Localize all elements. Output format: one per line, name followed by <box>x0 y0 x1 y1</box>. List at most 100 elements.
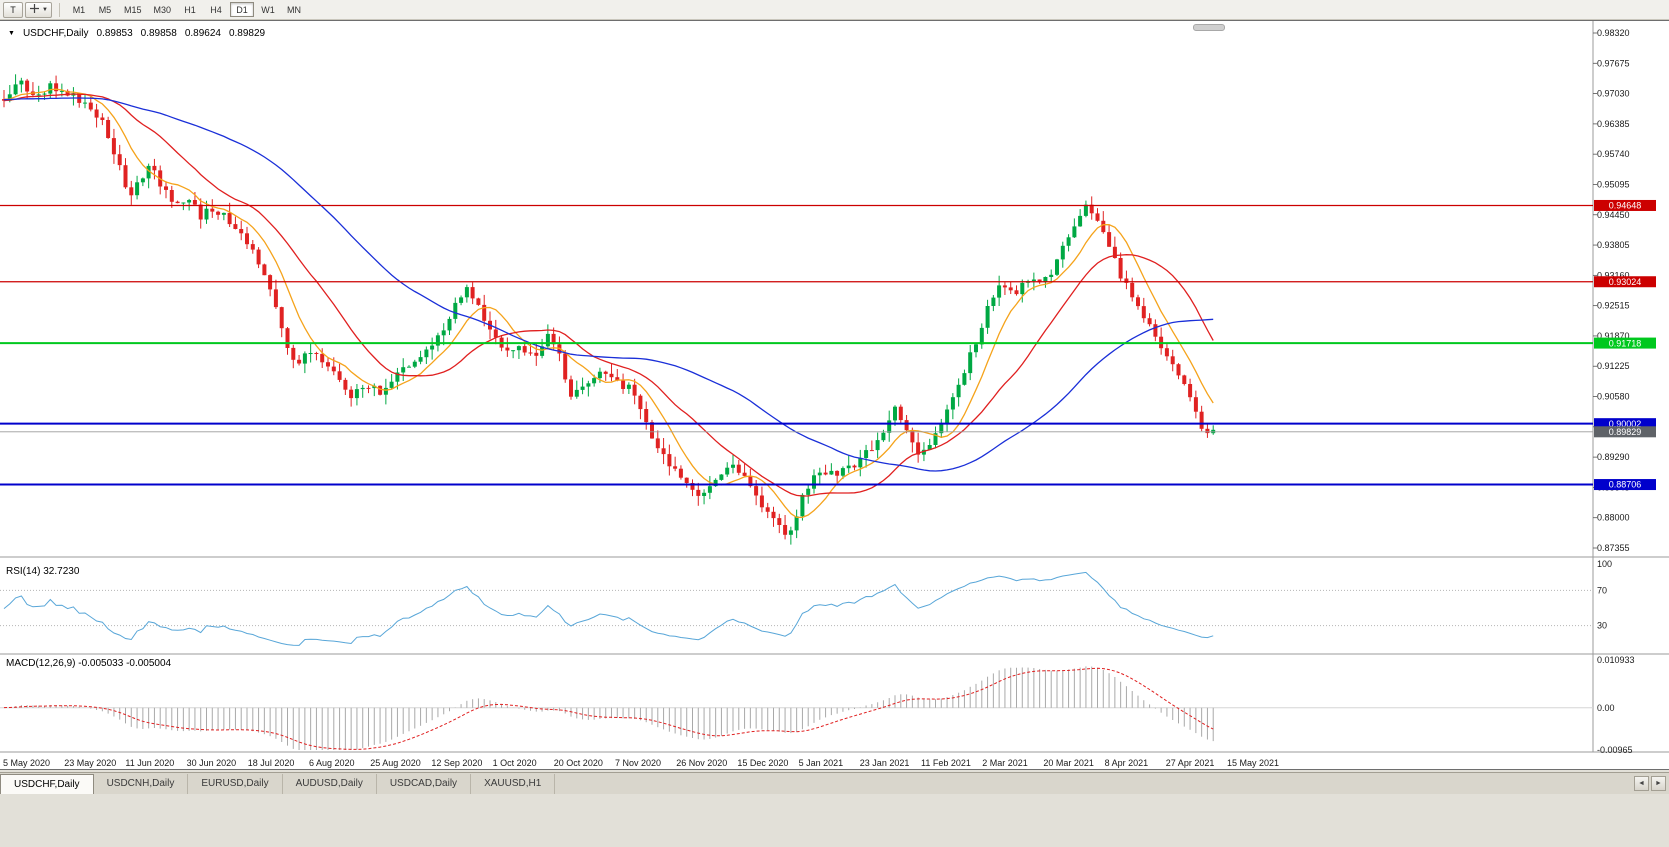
candle-body <box>985 306 990 328</box>
chart-tab-usdcnh[interactable]: USDCNH,Daily <box>94 774 189 794</box>
candle-body <box>1153 324 1158 337</box>
candle-body <box>169 190 174 202</box>
tab-scroll-right-icon[interactable]: ► <box>1651 776 1666 791</box>
candle-body <box>597 371 602 379</box>
candle-body <box>621 380 626 389</box>
candle-body <box>441 330 446 336</box>
candle-body <box>435 335 440 346</box>
chart-tab-xauusd[interactable]: XAUUSD,H1 <box>471 774 556 794</box>
candle-body <box>997 285 1002 298</box>
tab-scroll-left-icon[interactable]: ◄ <box>1634 776 1649 791</box>
crosshair-icon <box>29 1 40 19</box>
ohlc-high: 0.89858 <box>140 28 177 39</box>
date-label: 20 Mar 2021 <box>1043 758 1094 768</box>
candle-body <box>378 385 383 395</box>
level-price-label-bg <box>1594 276 1656 288</box>
candle-body <box>279 307 284 329</box>
candle-body <box>887 420 892 433</box>
candle-body <box>569 379 573 397</box>
timeframe-button-m30[interactable]: M30 <box>148 2 176 17</box>
status-area <box>0 794 1669 847</box>
level-price-label-bg <box>1594 418 1656 430</box>
candle-body <box>968 352 973 374</box>
timeframe-button-m5[interactable]: M5 <box>93 2 117 17</box>
candle-body <box>1055 259 1059 275</box>
price-tick-label: 0.88000 <box>1597 513 1630 523</box>
candle-body <box>817 472 822 476</box>
candle-body <box>227 212 232 225</box>
candle-body <box>164 186 168 190</box>
candle-body <box>83 102 87 104</box>
timeframe-button-w1[interactable]: W1 <box>256 2 280 17</box>
chart-tab-usdcad[interactable]: USDCAD,Daily <box>377 774 472 794</box>
candle-body <box>48 83 53 94</box>
chart-tab-usdchf[interactable]: USDCHF,Daily <box>0 774 94 794</box>
date-label: 23 Jan 2021 <box>860 758 910 768</box>
candle-body <box>869 450 874 452</box>
candle-body <box>343 379 348 390</box>
ohlc-open: 0.89853 <box>96 28 133 39</box>
candle-body <box>54 83 59 92</box>
level-price-label: 0.93024 <box>1609 277 1642 287</box>
date-label: 12 Sep 2020 <box>431 758 482 768</box>
cursor-tool-button[interactable]: ▼ <box>25 1 52 19</box>
timeframe-button-m1[interactable]: M1 <box>67 2 91 17</box>
chart-hscrollbar-thumb[interactable] <box>1193 24 1225 31</box>
timeframe-button-m15[interactable]: M15 <box>119 2 147 17</box>
date-label: 1 Oct 2020 <box>493 758 537 768</box>
candle-body <box>239 229 244 234</box>
candle-body <box>754 486 759 496</box>
candle-body <box>580 386 585 390</box>
price-chart[interactable]: 0.98320 0.97675 0.97030 0.96385 0.95740 0.950… <box>0 21 1669 771</box>
candle-body <box>302 353 307 364</box>
candle-body <box>372 385 377 389</box>
date-label: 8 Apr 2021 <box>1105 758 1149 768</box>
candle-body <box>216 211 221 215</box>
collapse-arrow-icon[interactable]: ▼ <box>8 30 15 37</box>
candle-body <box>540 346 545 356</box>
candle-body <box>1112 246 1117 258</box>
candle-body <box>389 381 394 388</box>
date-label: 15 Dec 2020 <box>737 758 788 768</box>
t-tool-button[interactable]: T <box>3 1 23 18</box>
candle-body <box>476 298 481 305</box>
candle-body <box>725 467 730 475</box>
candle-body <box>1020 282 1025 295</box>
candle-body <box>140 178 145 183</box>
price-tick-label: 0.98320 <box>1597 28 1630 38</box>
candle-body <box>511 350 516 352</box>
candle-body <box>204 208 209 220</box>
price-tick-label: 0.89290 <box>1597 452 1630 462</box>
candle-body <box>291 347 296 360</box>
timeframe-button-d1[interactable]: D1 <box>229 2 254 17</box>
date-label: 5 Jan 2021 <box>799 758 844 768</box>
timeframe-button-h4[interactable]: H4 <box>204 2 228 17</box>
candle-body <box>111 138 116 155</box>
candle-body <box>678 468 683 478</box>
chevron-down-icon: ▼ <box>42 6 48 13</box>
rsi-tick-label: 30 <box>1597 621 1607 631</box>
candle-body <box>233 224 238 229</box>
candle-body <box>256 249 261 265</box>
candle-body <box>314 353 319 354</box>
candle-body <box>25 80 30 92</box>
candle-body <box>326 362 330 367</box>
timeframe-button-h1[interactable]: H1 <box>178 2 202 17</box>
candle-body <box>528 352 533 354</box>
price-tick-label: 0.91870 <box>1597 331 1630 341</box>
chart-tab-audusd[interactable]: AUDUSD,Daily <box>283 774 377 794</box>
price-tick-label: 0.94450 <box>1597 210 1630 220</box>
chart-tab-eurusd[interactable]: EURUSD,Daily <box>188 774 283 794</box>
price-tick-label: 0.96385 <box>1597 119 1630 129</box>
candle-body <box>1078 215 1083 227</box>
chart-tab-bar: USDCHF,Daily USDCNH,Daily EURUSD,Daily AUDU… <box>0 772 1669 794</box>
date-label: 23 May 2020 <box>64 758 116 768</box>
candle-body <box>759 495 764 508</box>
price-tick-label: 0.97675 <box>1597 58 1630 68</box>
candle-body <box>146 165 151 179</box>
candle-body <box>638 395 643 410</box>
candle-body <box>563 353 568 380</box>
timeframe-button-mn[interactable]: MN <box>282 2 306 17</box>
candle-body <box>852 465 857 468</box>
candle-body <box>684 477 689 483</box>
